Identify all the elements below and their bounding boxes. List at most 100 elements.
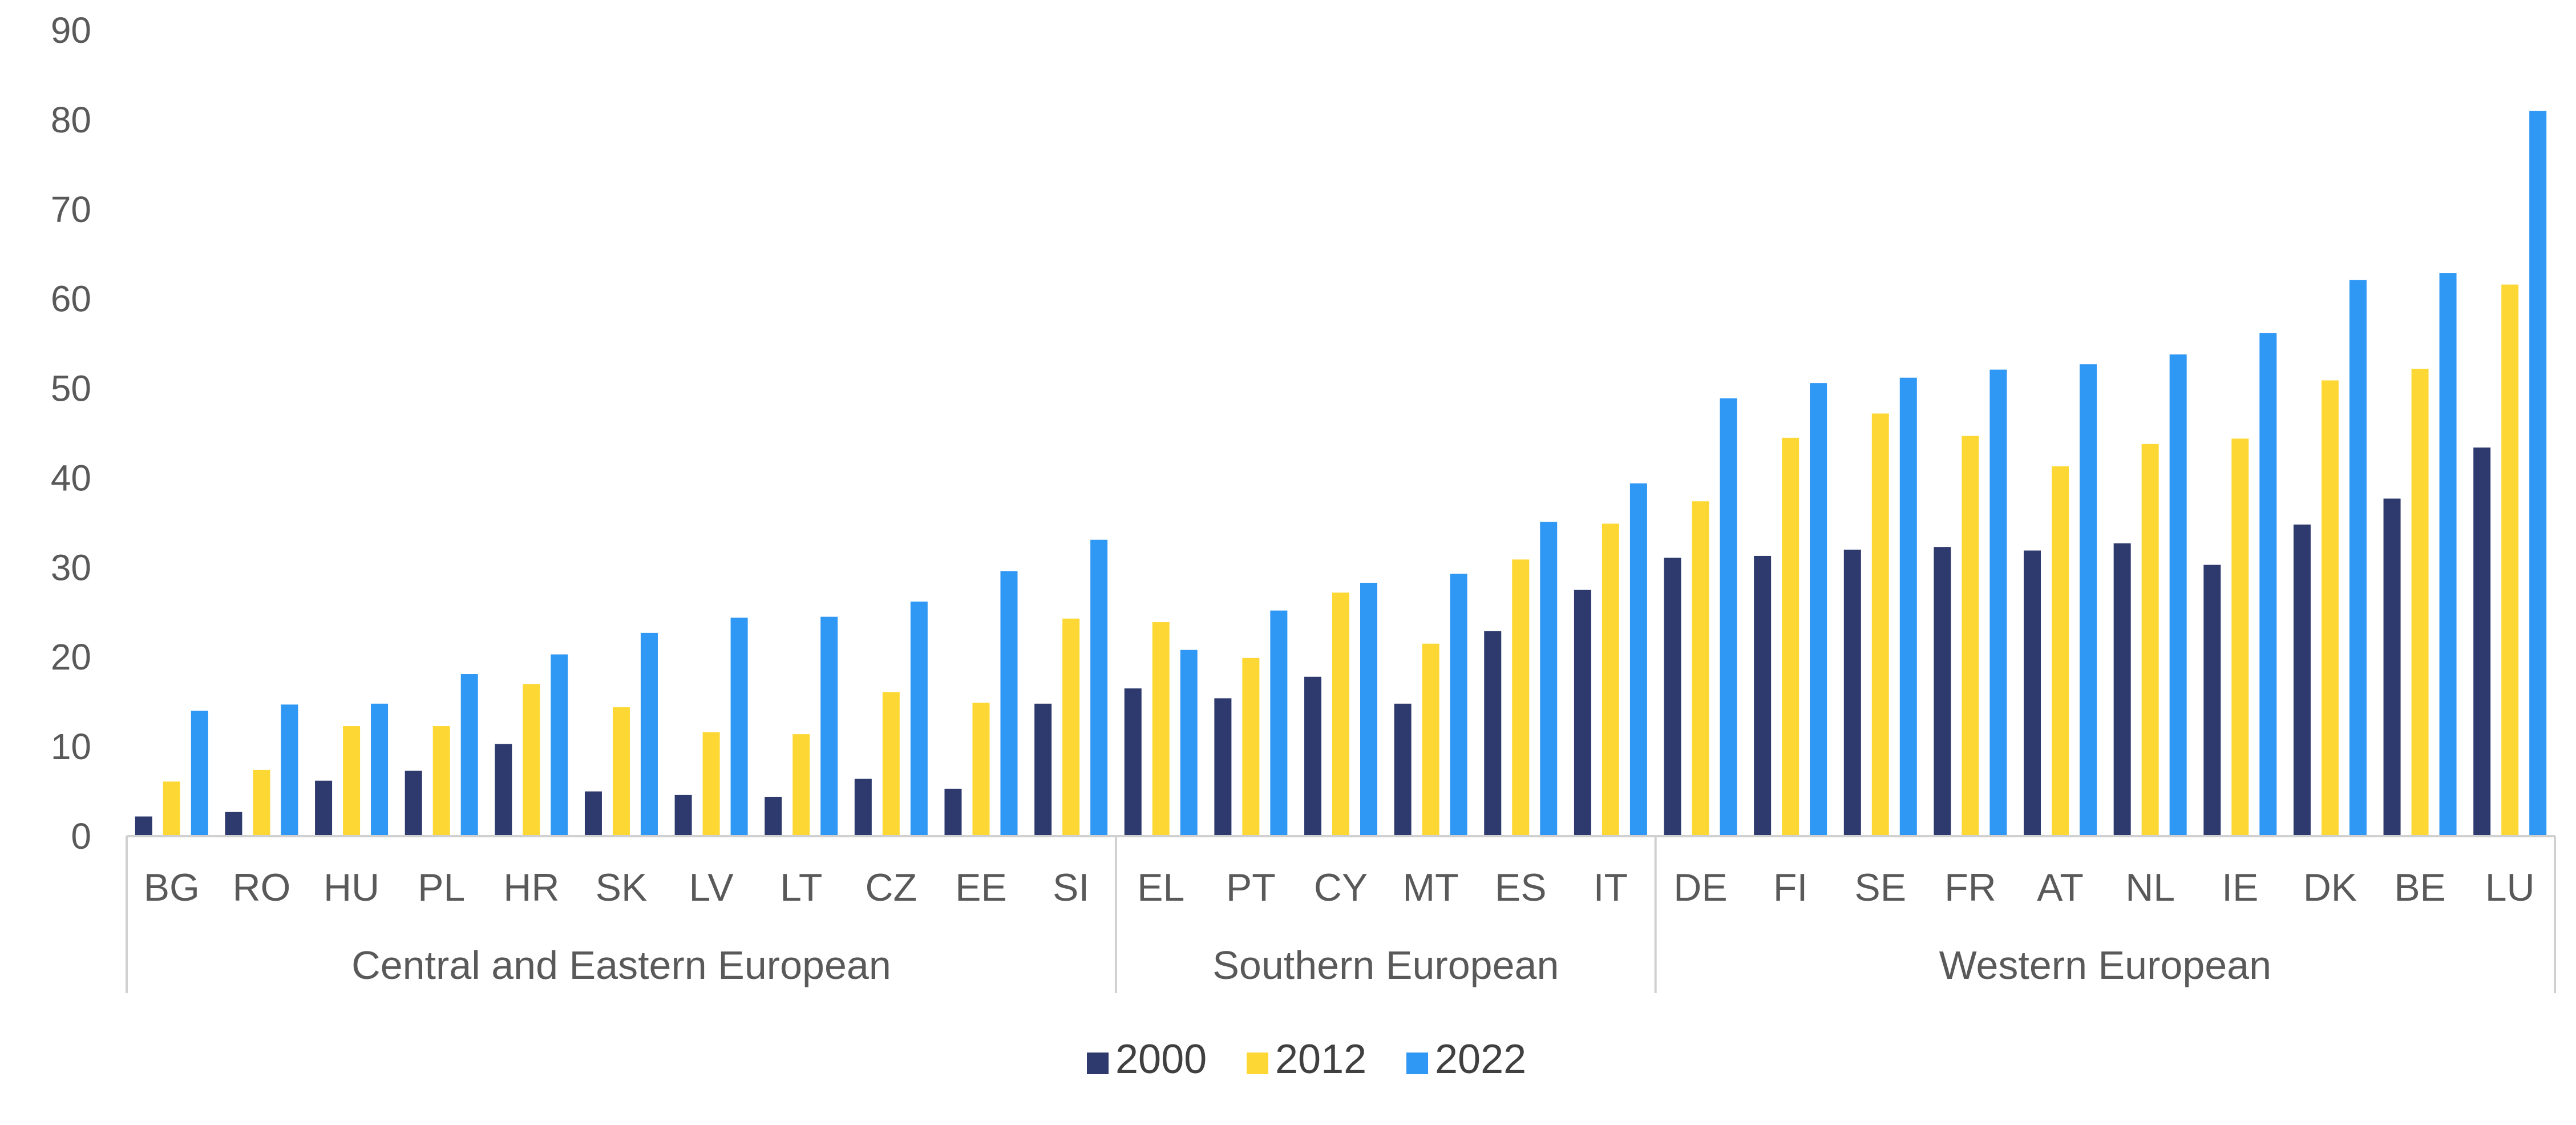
bar-2022-IT xyxy=(1629,483,1647,836)
bar-2012-BG xyxy=(163,781,180,836)
bar-2022-PT xyxy=(1270,610,1288,836)
bar-2022-DE xyxy=(1720,398,1737,836)
bar-2012-DE xyxy=(1692,501,1709,836)
bar-2022-LV xyxy=(730,618,748,836)
bar-2000-CY xyxy=(1304,676,1321,836)
bar-2000-DE xyxy=(1664,558,1681,836)
bar-2012-RO xyxy=(253,769,270,836)
bar-2000-HU xyxy=(315,780,333,836)
legend: 2000 2012 2022 xyxy=(1087,1037,1526,1082)
bar-2000-PL xyxy=(405,771,422,836)
bar-2012-LT xyxy=(792,734,810,836)
legend-swatch-2022 xyxy=(1406,1053,1428,1074)
bar-2012-FI xyxy=(1782,437,1799,836)
y-tick-label: 40 xyxy=(51,457,91,498)
x-tick-label: HR xyxy=(503,866,559,909)
x-tick-label: NL xyxy=(2125,866,2175,909)
bar-2000-LV xyxy=(674,795,692,836)
y-tick-label: 90 xyxy=(51,10,91,51)
bar-2022-RO xyxy=(281,704,298,836)
legend-label: 2000 xyxy=(1115,1037,1207,1082)
y-axis: 0 10 20 30 40 50 60 70 80 90 xyxy=(51,10,91,857)
x-tick-label: IT xyxy=(1594,866,1628,909)
bar-2000-EE xyxy=(944,788,962,836)
bar-2022-DK xyxy=(2349,280,2367,837)
x-tick-label: FI xyxy=(1773,866,1807,909)
y-tick-label: 10 xyxy=(51,726,91,767)
x-tick-label: BE xyxy=(2394,866,2446,909)
x-tick-label: EE xyxy=(955,866,1007,909)
legend-label: 2012 xyxy=(1275,1037,1366,1082)
x-tick-label: HU xyxy=(323,866,379,909)
bar-2012-CZ xyxy=(882,692,900,836)
bar-2022-SK xyxy=(640,632,658,836)
bar-2000-MT xyxy=(1394,703,1412,836)
bar-2000-PT xyxy=(1214,698,1232,836)
bar-2000-FI xyxy=(1754,555,1772,836)
x-tick-label: ES xyxy=(1495,866,1547,909)
bar-2000-SI xyxy=(1034,703,1052,836)
bar-2012-PL xyxy=(432,726,450,836)
bar-2022-SI xyxy=(1090,539,1108,836)
bar-2022-FR xyxy=(1989,369,2007,836)
x-tick-label: SE xyxy=(1854,866,1906,909)
x-tick-label: PT xyxy=(1226,866,1276,909)
x-tick-label: FR xyxy=(1944,866,1996,909)
bar-2022-ES xyxy=(1540,522,1558,836)
bar-2022-PL xyxy=(460,674,478,836)
bar-2022-CZ xyxy=(910,601,928,836)
bar-2000-LT xyxy=(765,796,782,836)
bar-2022-CY xyxy=(1360,583,1377,836)
x-tick-label: DE xyxy=(1673,866,1727,909)
x-tick-label: SK xyxy=(596,866,648,909)
group-label: Southern European xyxy=(1212,943,1559,987)
x-tick-label: RO xyxy=(232,866,290,909)
x-axis: BG RO HU PL HR SK LV LT CZ EE SI EL PT CY MT ES IT DE FI SE… xyxy=(126,835,2556,993)
bar-2012-NL xyxy=(2141,443,2159,836)
bar-2000-BE xyxy=(2383,498,2401,836)
bar-2012-LV xyxy=(702,732,720,836)
x-tick-label: IE xyxy=(2222,866,2258,909)
x-tick-label: CZ xyxy=(866,866,917,909)
bar-2012-HR xyxy=(523,684,540,836)
bar-2000-DK xyxy=(2293,525,2311,836)
bar-2000-CZ xyxy=(854,779,872,836)
bar-2012-AT xyxy=(2052,466,2069,836)
bar-2012-CY xyxy=(1332,592,1349,836)
bar-2022-IE xyxy=(2259,333,2277,836)
y-tick-label: 80 xyxy=(51,99,91,140)
bar-2000-IE xyxy=(2203,564,2221,836)
bar-2022-EE xyxy=(1000,571,1018,836)
x-tick-label: EL xyxy=(1137,866,1184,909)
y-tick-label: 60 xyxy=(51,279,91,320)
bar-2000-SE xyxy=(1843,549,1861,836)
y-tick-label: 30 xyxy=(51,547,91,588)
bar-2012-EL xyxy=(1152,622,1170,836)
bar-2000-ES xyxy=(1484,631,1502,836)
bar-2022-HU xyxy=(371,703,389,836)
bar-2012-IE xyxy=(2231,438,2249,836)
bar-2022-EL xyxy=(1180,650,1198,836)
bar-2022-BG xyxy=(191,711,208,836)
bar-2000-LU xyxy=(2473,447,2491,836)
group-label: Western European xyxy=(1939,943,2271,987)
x-tick-label: BG xyxy=(144,866,200,909)
bar-2012-FR xyxy=(1962,436,1979,836)
bar-2000-AT xyxy=(2024,550,2041,836)
bar-2000-RO xyxy=(225,812,242,836)
bar-2012-ES xyxy=(1512,559,1530,836)
bar-2012-EE xyxy=(972,703,990,836)
bar-2000-IT xyxy=(1574,590,1591,836)
x-tick-label: SI xyxy=(1053,866,1089,909)
x-tick-label: MT xyxy=(1403,866,1459,909)
bar-2012-BE xyxy=(2411,369,2429,836)
legend-swatch-2012 xyxy=(1247,1053,1268,1074)
bar-2022-BE xyxy=(2439,273,2457,836)
x-tick-label: LT xyxy=(780,866,822,909)
bar-2012-SI xyxy=(1062,618,1080,836)
bar-2012-LU xyxy=(2501,284,2519,836)
bar-2022-HR xyxy=(551,654,568,836)
bar-2022-LU xyxy=(2529,111,2547,837)
bar-2022-LT xyxy=(820,616,838,836)
